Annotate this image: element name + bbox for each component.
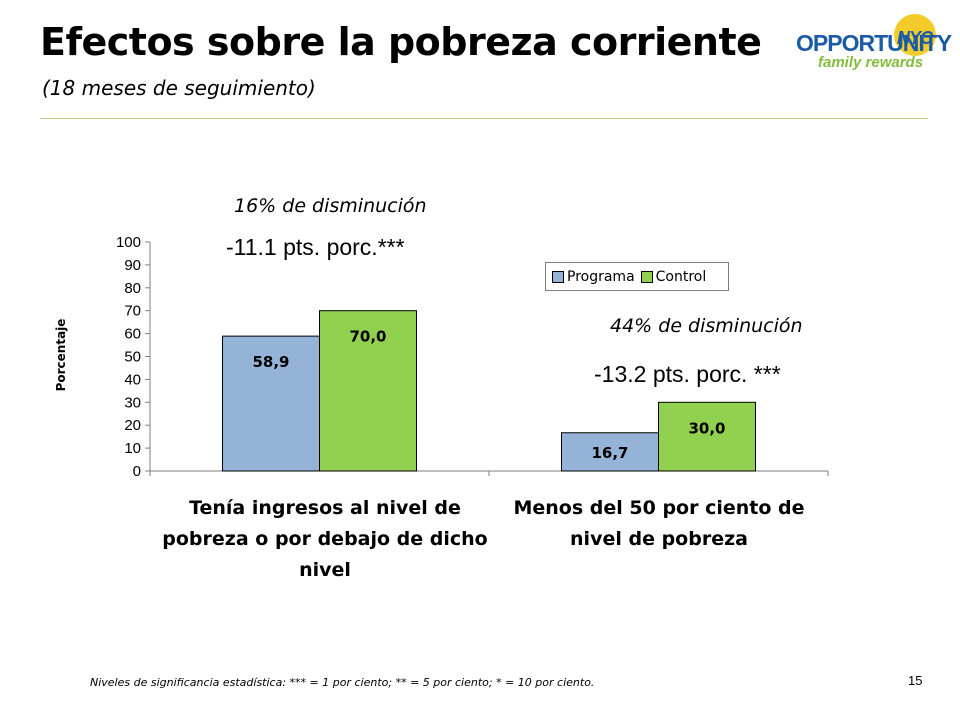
bar-control-1	[319, 310, 417, 472]
slide-title: Efectos sobre la pobreza corriente	[40, 20, 762, 64]
chart-bars: 58,9 70,0 16,7 30,0	[222, 310, 756, 472]
y-axis-label: Porcentaje	[54, 318, 68, 392]
opportunity-nyc-logo: OPPORTUNITY NYC family rewards	[796, 14, 952, 74]
y-tick-label: 90	[124, 257, 141, 274]
logo-word: OPPORTUNITY	[796, 30, 952, 56]
y-tick-label: 20	[124, 417, 141, 434]
category-label-1: Tenía ingresos al nivel de pobreza o por…	[162, 497, 488, 581]
legend-label-programa: Programa	[567, 268, 635, 285]
chart-legend: Programa Control	[545, 262, 729, 291]
legend-item-control: Control	[640, 268, 707, 285]
title-divider	[40, 118, 928, 119]
data-label-control-1: 70,0	[349, 328, 386, 346]
category-label-2: Menos del 50 por ciento de nivel de pobr…	[513, 497, 805, 550]
slide-subtitle: (18 meses de seguimiento)	[42, 76, 316, 100]
legend-item-programa: Programa	[552, 269, 635, 285]
significance-footnote: Niveles de significancia estadística: **…	[90, 676, 595, 689]
logo-tagline: family rewards	[818, 54, 924, 71]
y-tick-label: 50	[124, 349, 141, 366]
legend-swatch-programa	[552, 270, 564, 283]
group2-points-annotation: -13.2 pts. porc. ***	[594, 361, 781, 387]
legend-label-control: Control	[655, 268, 707, 285]
y-tick-label: 10	[124, 440, 141, 457]
data-label-control-2: 30,0	[688, 419, 725, 437]
bar-control-2	[658, 401, 756, 472]
group1-points-annotation: -11.1 pts. porc.***	[226, 234, 405, 260]
logo-badge-circle	[894, 14, 936, 56]
y-tick-label: 100	[116, 234, 141, 251]
group1-percent-annotation: 16% de disminución	[234, 195, 427, 217]
bar-programa-1	[222, 335, 320, 472]
y-tick-label: 60	[124, 326, 141, 343]
logo-badge-text: NYC	[897, 28, 933, 48]
y-tick-label: 70	[124, 303, 141, 320]
page-number: 15	[908, 673, 923, 688]
y-tick-label: 0	[133, 463, 141, 480]
legend-swatch-control	[640, 270, 653, 283]
y-tick-label: 80	[124, 280, 141, 297]
data-label-programa-1: 58,9	[252, 353, 289, 371]
data-label-programa-2: 16,7	[591, 444, 628, 462]
y-tick-label: 40	[124, 371, 141, 388]
y-tick-label: 30	[124, 394, 141, 411]
group2-percent-annotation: 44% de disminución	[610, 315, 803, 337]
